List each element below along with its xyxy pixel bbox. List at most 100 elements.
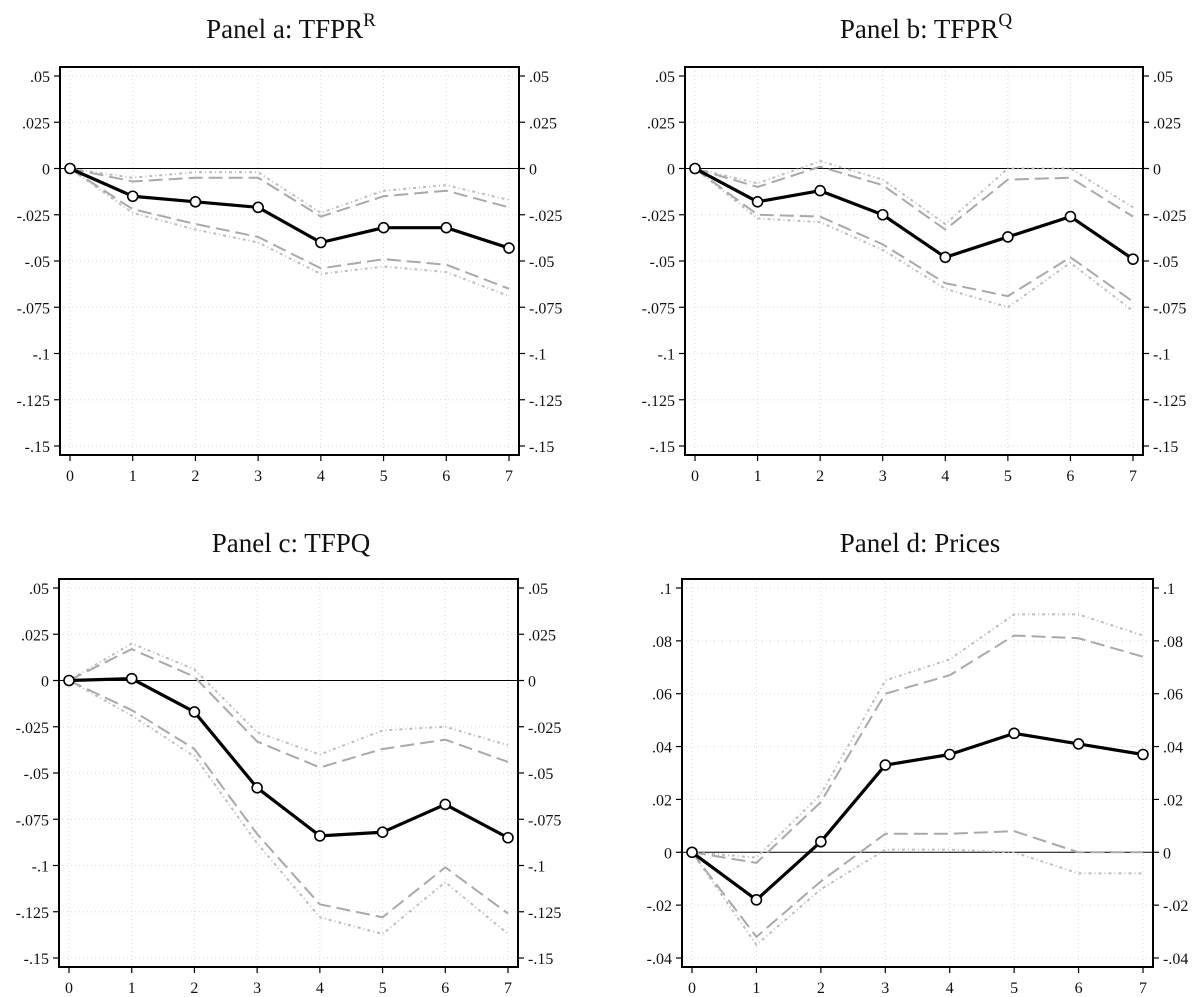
xtick-label: 6	[1075, 980, 1083, 997]
xtick-label: 7	[505, 468, 513, 485]
ytick-label-left: .1	[660, 581, 672, 598]
ytick-label-left: .025	[21, 627, 49, 644]
ytick-label-right: .1	[1163, 581, 1175, 598]
estimate-point	[502, 831, 514, 844]
ytick-label-left: -.05	[24, 766, 49, 783]
ytick-label-left: -.05	[25, 254, 50, 271]
series-line-ci90-upper	[68, 647, 509, 769]
estimate-point	[814, 184, 826, 197]
title-superscript: R	[363, 10, 376, 31]
xtick-label: 7	[1139, 980, 1147, 997]
xtick-label: 0	[66, 468, 74, 485]
title-superscript: Q	[998, 10, 1012, 31]
xtick-label: 3	[879, 468, 887, 485]
ytick-label-left: -.05	[650, 254, 675, 271]
ytick-label-left: -.15	[25, 439, 50, 456]
series-line-ci90-upper	[69, 167, 510, 218]
xtick-label: 3	[254, 468, 262, 485]
xtick-label: 3	[253, 980, 261, 997]
estimate-point	[314, 830, 326, 842]
ytick-label-left: -.02	[647, 898, 672, 915]
ytick-label-right: -.05	[528, 766, 553, 783]
ytick-label-right: .025	[1153, 115, 1181, 132]
estimate-point	[751, 196, 764, 208]
estimate-point	[189, 196, 202, 208]
ytick-label-right: -.1	[1153, 347, 1170, 364]
estimate-point	[815, 835, 827, 848]
estimate-point	[377, 221, 390, 234]
panel-title: Panel a: TFPRR	[206, 10, 376, 44]
xtick-label: 6	[1066, 468, 1074, 485]
series-line-ci90-upper	[694, 165, 1134, 231]
ytick-label-right: -.05	[529, 254, 554, 271]
panel-c: Panel c: TFPQ .05 .05 .025 .025 0 0 -.025 -.025 -…	[16, 528, 562, 997]
ytick-label-left: -.025	[16, 720, 49, 737]
ytick-label-right: .05	[1153, 69, 1173, 86]
series-line-ci90-lower	[691, 830, 1143, 939]
estimate-point	[251, 781, 263, 794]
ytick-label-left: .05	[30, 69, 50, 86]
panel-title: Panel b: TFPRQ	[840, 10, 1013, 44]
ytick-label-right: .05	[528, 581, 548, 598]
ytick-label-left: -.075	[642, 300, 675, 317]
ytick-label-right: -.025	[1153, 208, 1186, 225]
ytick-label-left: .08	[652, 634, 672, 651]
series-line-ci90-lower	[694, 167, 1134, 303]
xtick-label: 1	[129, 468, 137, 485]
ytick-label-right: .06	[1163, 687, 1183, 704]
ytick-label-left: -.15	[650, 439, 675, 456]
xtick-label: 0	[691, 468, 699, 485]
estimate-point	[1127, 253, 1139, 265]
ytick-label-right: 0	[528, 674, 536, 691]
xtick-label: 2	[191, 468, 199, 485]
series-line-estimate	[694, 167, 1134, 261]
estimate-point	[1008, 727, 1020, 740]
xtick-label: 6	[441, 980, 449, 997]
ytick-label-right: .05	[529, 69, 549, 86]
ytick-label-right: -.075	[529, 300, 562, 317]
ytick-label-left: -.1	[32, 859, 49, 876]
ytick-label-left: .06	[652, 687, 672, 704]
ytick-label-left: -.125	[16, 905, 49, 922]
series-line-ci90-lower	[68, 679, 509, 919]
ytick-label-left: .05	[655, 69, 675, 86]
ytick-label-left: -.075	[17, 300, 50, 317]
ytick-label-right: -.05	[1153, 254, 1178, 271]
estimate-point	[876, 208, 889, 221]
estimate-point	[63, 674, 75, 687]
series-line-ci90-lower	[69, 167, 510, 290]
ytick-label-left: .02	[652, 792, 672, 809]
ytick-label-right: -.15	[529, 439, 554, 456]
ytick-label-left: 0	[667, 162, 675, 179]
xtick-label: 3	[881, 980, 889, 997]
ytick-label-right: 0	[529, 162, 537, 179]
xtick-label: 7	[504, 980, 512, 997]
ytick-label-right: -.125	[528, 905, 561, 922]
estimate-point	[1072, 738, 1085, 750]
ytick-label-left: 0	[664, 845, 672, 862]
ytick-label-left: -.025	[642, 208, 675, 225]
estimate-point	[125, 672, 138, 685]
ytick-label-left: -.1	[33, 347, 50, 364]
panel-b: Panel b: TFPRQ .05 .05 .025 .025 0 0 -.025 -.025…	[642, 10, 1187, 485]
series-line-estimate	[691, 731, 1144, 902]
estimate-point	[440, 221, 453, 234]
xtick-label: 2	[816, 468, 824, 485]
ytick-label-left: .05	[29, 581, 49, 598]
panel-d: Panel d: Prices .1 .1 .08 .08 .06 .06 .04 .04 .02…	[647, 528, 1189, 997]
ytick-label-right: -.075	[1153, 300, 1186, 317]
xtick-label: 4	[941, 468, 949, 485]
xtick-label: 0	[65, 980, 73, 997]
ytick-label-right: -.125	[1153, 393, 1186, 410]
estimate-point	[188, 706, 201, 718]
estimate-point	[686, 846, 698, 859]
series-line-ci95-upper	[69, 167, 510, 215]
series-line-ci95-lower	[691, 848, 1143, 947]
ytick-label-right: .08	[1163, 634, 1183, 651]
ytick-label-right: -.15	[528, 951, 553, 968]
ytick-label-right: -.15	[1153, 439, 1178, 456]
ytick-label-left: .025	[647, 115, 675, 132]
estimate-point	[750, 894, 763, 906]
panel-title: Panel c: TFPQ	[212, 528, 371, 558]
